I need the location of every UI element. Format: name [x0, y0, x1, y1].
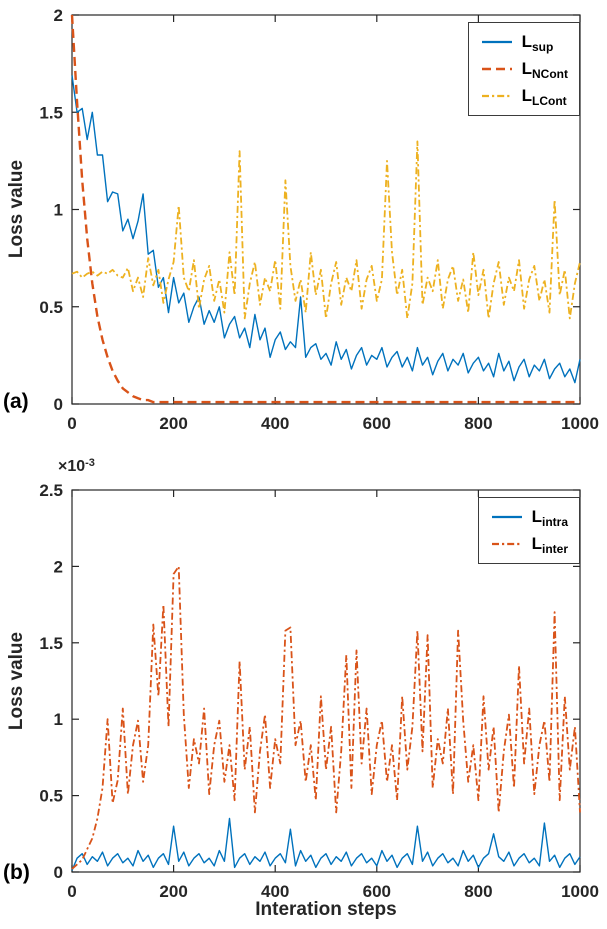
panel-label-b: (b)	[3, 861, 30, 884]
svg-text:200: 200	[159, 882, 187, 901]
multiplier-exponent: -3	[85, 457, 95, 469]
svg-text:600: 600	[363, 414, 391, 433]
svg-text:400: 400	[261, 882, 289, 901]
l-inter-line-sample-icon	[491, 542, 522, 546]
y-axis-label-b: Loss value	[6, 631, 27, 731]
y-axis-multiplier: ×10-3	[58, 457, 95, 476]
legend-chart-a: Lsup LNCont LLCont	[467, 22, 580, 116]
svg-text:800: 800	[464, 882, 492, 901]
legend-item-l-lcont: LLCont	[480, 86, 568, 108]
svg-text:1000: 1000	[561, 882, 599, 901]
legend-label-sub: NCont	[532, 67, 568, 81]
svg-text:400: 400	[261, 414, 289, 433]
legend-item-l-intra: Lintra	[490, 507, 568, 529]
legend-item-l-sup: Lsup	[480, 32, 568, 54]
y-axis-label-a: Loss value	[6, 159, 27, 259]
svg-text:0.5: 0.5	[39, 787, 63, 806]
legend-label-sub: sup	[532, 40, 554, 54]
x-axis-label-b: Interation steps	[255, 899, 397, 920]
legend-label-l-ncont: LNCont	[521, 59, 568, 81]
legend-label-main: L	[531, 507, 542, 526]
svg-text:0: 0	[54, 395, 63, 414]
legend-chart-b: Lintra Linter	[477, 497, 580, 564]
legend-item-l-inter: Linter	[490, 534, 568, 556]
svg-text:1.5: 1.5	[39, 103, 63, 122]
panel-label-a: (a)	[3, 390, 29, 413]
svg-text:1: 1	[54, 710, 63, 729]
legend-label-sub: inter	[541, 542, 568, 556]
l-lcont-line-sample-icon	[481, 94, 512, 98]
svg-text:600: 600	[363, 882, 391, 901]
legend-label-main: L	[521, 86, 532, 105]
svg-text:800: 800	[464, 414, 492, 433]
legend-label-l-lcont: LLCont	[521, 86, 567, 108]
legend-label-l-sup: Lsup	[521, 32, 554, 54]
legend-label-l-intra: Lintra	[531, 507, 568, 529]
svg-text:0: 0	[67, 882, 76, 901]
svg-text:0.5: 0.5	[39, 298, 63, 317]
legend-item-l-ncont: LNCont	[480, 59, 568, 81]
svg-text:2.5: 2.5	[39, 481, 63, 500]
svg-text:0: 0	[54, 863, 63, 882]
svg-text:1000: 1000	[561, 414, 599, 433]
legend-label-sub: intra	[541, 515, 568, 529]
l-ncont-line-sample-icon	[481, 67, 512, 71]
svg-text:1: 1	[54, 201, 63, 220]
multiplier-base: ×10	[58, 458, 86, 475]
legend-label-l-inter: Linter	[531, 534, 568, 556]
svg-text:200: 200	[159, 414, 187, 433]
svg-text:0: 0	[67, 414, 76, 433]
legend-label-main: L	[521, 32, 532, 51]
l-intra-line-sample-icon	[491, 515, 522, 519]
l-sup-line-sample-icon	[481, 40, 512, 44]
legend-label-main: L	[531, 534, 542, 553]
svg-text:1.5: 1.5	[39, 634, 63, 653]
legend-label-sub: LCont	[532, 94, 567, 108]
svg-text:2: 2	[54, 6, 63, 25]
legend-label-main: L	[521, 59, 532, 78]
svg-text:2: 2	[54, 557, 63, 576]
